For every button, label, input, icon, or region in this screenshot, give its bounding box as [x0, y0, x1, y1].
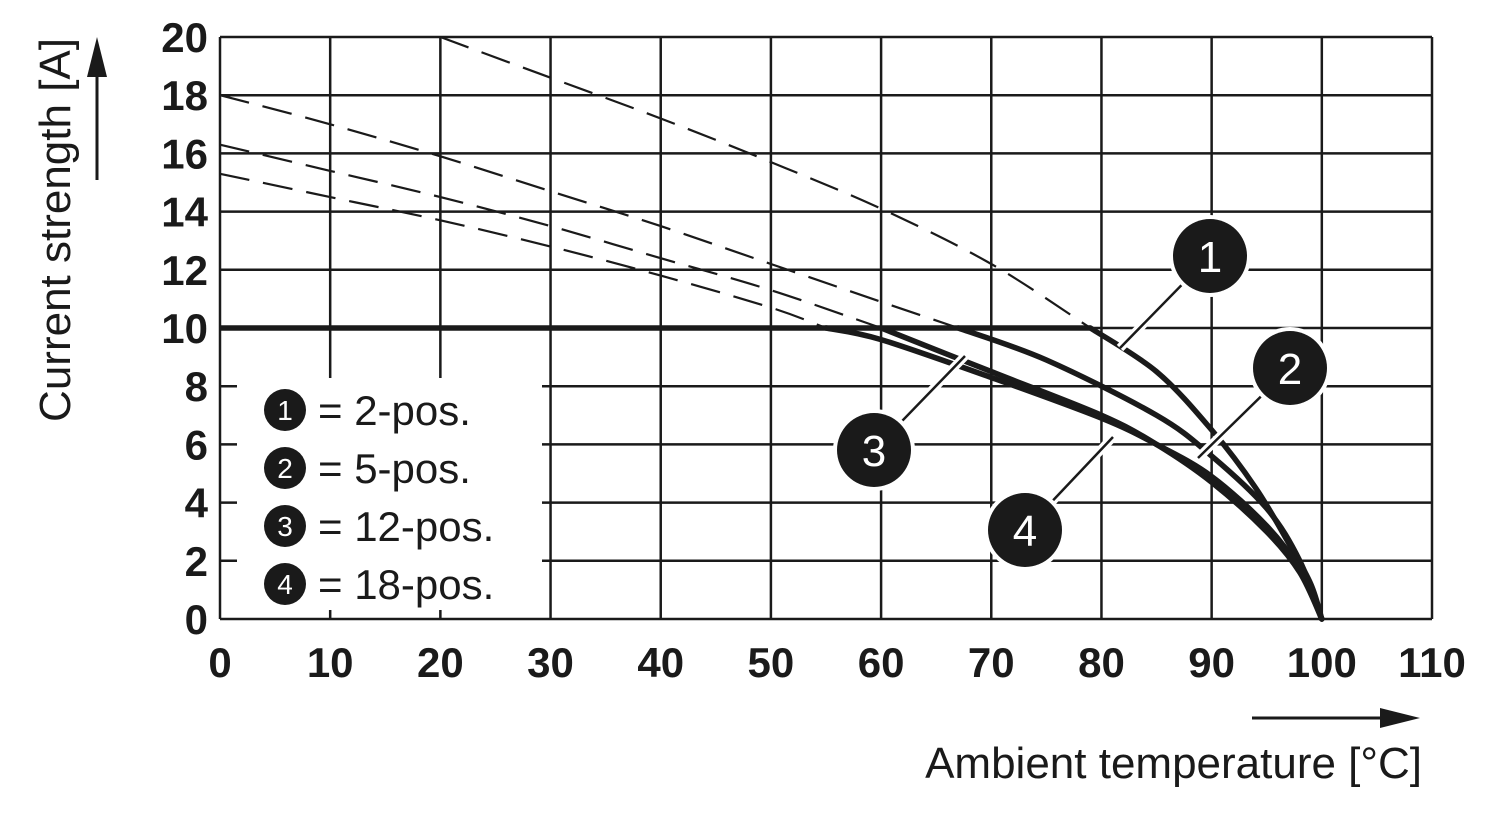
- legend-badge-2: [264, 447, 306, 489]
- legend-badge-4: [264, 563, 306, 605]
- x-tick-label: 40: [637, 639, 684, 686]
- legend-badge-3: [264, 505, 306, 547]
- y-tick-label: 0: [185, 596, 208, 643]
- y-axis-arrow-icon: [87, 37, 107, 77]
- x-tick-label: 100: [1287, 639, 1357, 686]
- x-tick-label: 20: [417, 639, 464, 686]
- callout-badge-1: [1173, 219, 1247, 293]
- callout-number-3: 3: [862, 427, 886, 476]
- legend-label: = 2-pos.: [318, 387, 471, 434]
- x-tick-label: 70: [968, 639, 1015, 686]
- legend-badge-1: [264, 389, 306, 431]
- legend-badge-number: 4: [277, 569, 293, 600]
- y-tick-labels: 0 2 4 6 8 10 12 14 16 18 20: [161, 14, 208, 643]
- x-tick-label: 30: [527, 639, 574, 686]
- y-tick-label: 12: [161, 247, 208, 294]
- legend-badge-number: 2: [277, 453, 293, 484]
- dashed-curve-4: [219, 172, 827, 330]
- dashed-curves: [219, 35, 1091, 330]
- x-axis-arrow-icon: [1380, 708, 1420, 728]
- legend-label: = 5-pos.: [318, 445, 471, 492]
- y-tick-label: 14: [161, 189, 208, 236]
- callout-number-1: 1: [1198, 233, 1222, 282]
- x-axis-title: Ambient temperature [°C]: [925, 739, 1422, 788]
- x-tick-label: 50: [748, 639, 795, 686]
- callout-badge-4: [988, 493, 1062, 567]
- y-tick-label: 4: [185, 480, 209, 527]
- y-tick-label: 20: [161, 14, 208, 61]
- callout-number-2: 2: [1278, 345, 1302, 394]
- y-axis-title: Current strength [A]: [31, 38, 80, 422]
- y-tick-label: 2: [185, 538, 208, 585]
- legend-label: = 12-pos.: [318, 503, 494, 550]
- derating-curve-4: [823, 325, 1325, 622]
- x-axis-title-group: Ambient temperature [°C]: [925, 708, 1422, 788]
- legend-badge-number: 1: [277, 395, 293, 426]
- y-axis-title-group: Current strength [A]: [31, 37, 107, 422]
- callout-badge-3: [837, 413, 911, 487]
- y-tick-label: 8: [185, 363, 208, 410]
- x-tick-label: 60: [858, 639, 905, 686]
- y-tick-label: 18: [161, 72, 208, 119]
- x-tick-label: 10: [307, 639, 354, 686]
- x-tick-label: 80: [1078, 639, 1125, 686]
- x-tick-label: 0: [208, 639, 231, 686]
- x-tick-label: 90: [1188, 639, 1235, 686]
- legend-label: = 18-pos.: [318, 561, 494, 608]
- callout-number-4: 4: [1013, 507, 1037, 556]
- dashed-curve-1: [440, 35, 1091, 329]
- y-tick-label: 6: [185, 421, 208, 468]
- dashed-curve-3: [219, 143, 882, 330]
- y-tick-label: 10: [161, 305, 208, 352]
- derating-curve-2: [955, 325, 1325, 622]
- solid-curves: [220, 325, 1325, 622]
- callouts: 1 2 3 4: [833, 215, 1331, 571]
- legend-badge-number: 3: [277, 511, 293, 542]
- y-tick-label: 16: [161, 130, 208, 177]
- callout-badge-2: [1253, 331, 1327, 405]
- dashed-curve-2: [219, 94, 959, 330]
- legend: 1 = 2-pos. 2 = 5-pos. 3 = 12-pos. 4 = 18-pos.: [237, 378, 542, 610]
- x-tick-label: 110: [1398, 639, 1466, 686]
- x-tick-labels: 0 10 20 30 40 50 60 70 80 90 100 110: [208, 639, 1466, 686]
